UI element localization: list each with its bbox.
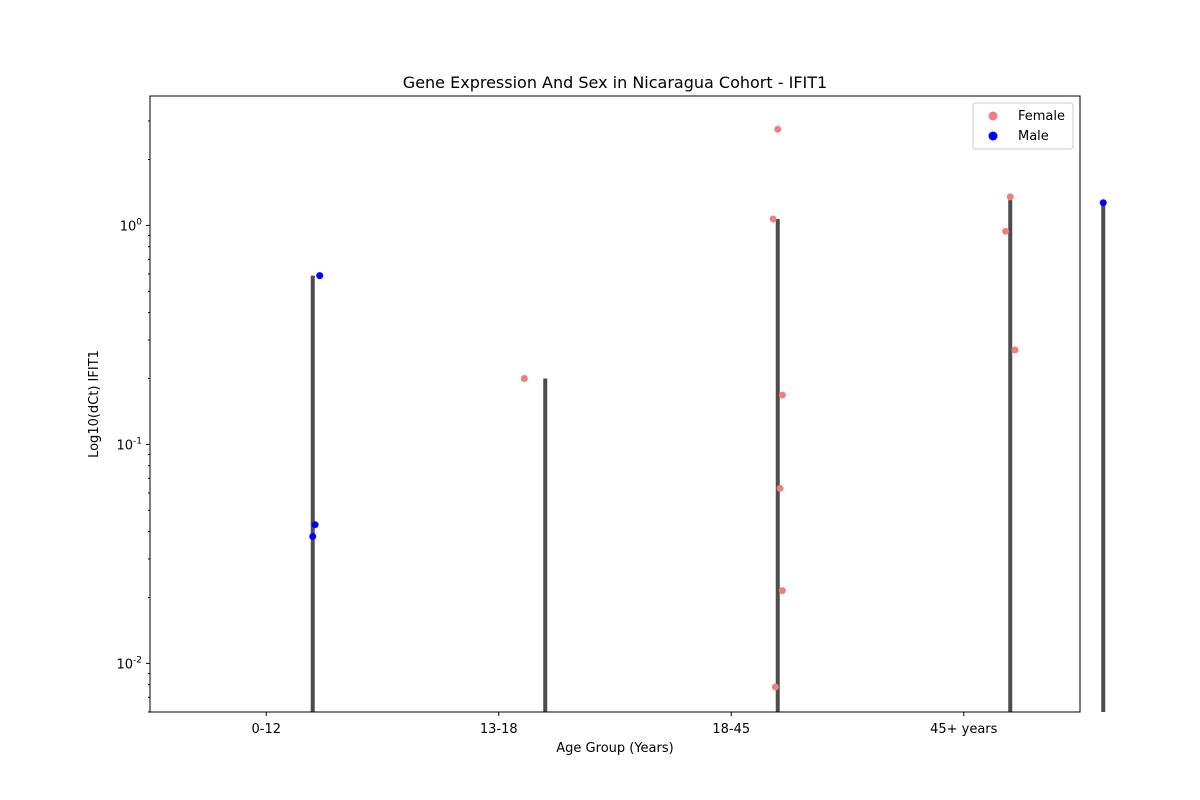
bar-45-years-male xyxy=(1101,202,1106,713)
x-tick-label: 13-18 xyxy=(480,722,518,737)
point-female xyxy=(1011,346,1019,354)
point-female xyxy=(1006,193,1014,201)
point-female xyxy=(778,587,786,595)
legend-marker-male xyxy=(988,131,998,141)
x-tick-label: 45+ years xyxy=(930,722,998,737)
legend-label-female: Female xyxy=(1018,109,1065,124)
y-axis-label: Log10(dCt) IFIT1 xyxy=(87,350,102,458)
point-female xyxy=(520,375,528,383)
bar-45-years-female xyxy=(1008,196,1013,713)
point-female xyxy=(1002,227,1010,235)
legend: Female Male xyxy=(972,102,1074,150)
bar-18-45-female xyxy=(775,219,780,712)
y-axis: 10-2 10-1 100 xyxy=(116,120,150,713)
bar-0-12-male xyxy=(310,275,315,712)
y-tick-label: 10-2 xyxy=(116,655,142,672)
chart-title: Gene Expression And Sex in Nicaragua Coh… xyxy=(403,73,827,92)
point-female xyxy=(776,484,784,492)
y-tick-label: 100 xyxy=(120,217,143,234)
point-male xyxy=(316,272,324,280)
point-female xyxy=(778,391,786,399)
legend-marker-female xyxy=(988,111,998,121)
point-female xyxy=(769,215,777,223)
point-female xyxy=(771,683,779,691)
plot-area xyxy=(309,125,1107,713)
legend-label-male: Male xyxy=(1018,129,1049,144)
point-male xyxy=(1099,199,1107,207)
y-tick-label: 10-1 xyxy=(116,436,142,453)
x-axis-label: Age Group (Years) xyxy=(556,741,673,756)
point-male xyxy=(311,521,319,529)
x-tick-label: 18-45 xyxy=(712,722,750,737)
bar-13-18-female xyxy=(543,378,548,712)
legend-box xyxy=(972,102,1074,150)
x-axis: 0-12 13-18 18-45 45+ years xyxy=(251,712,998,737)
point-male xyxy=(309,532,317,540)
point-female xyxy=(774,125,782,133)
x-tick-label: 0-12 xyxy=(251,722,281,737)
plot-frame xyxy=(149,95,1081,713)
